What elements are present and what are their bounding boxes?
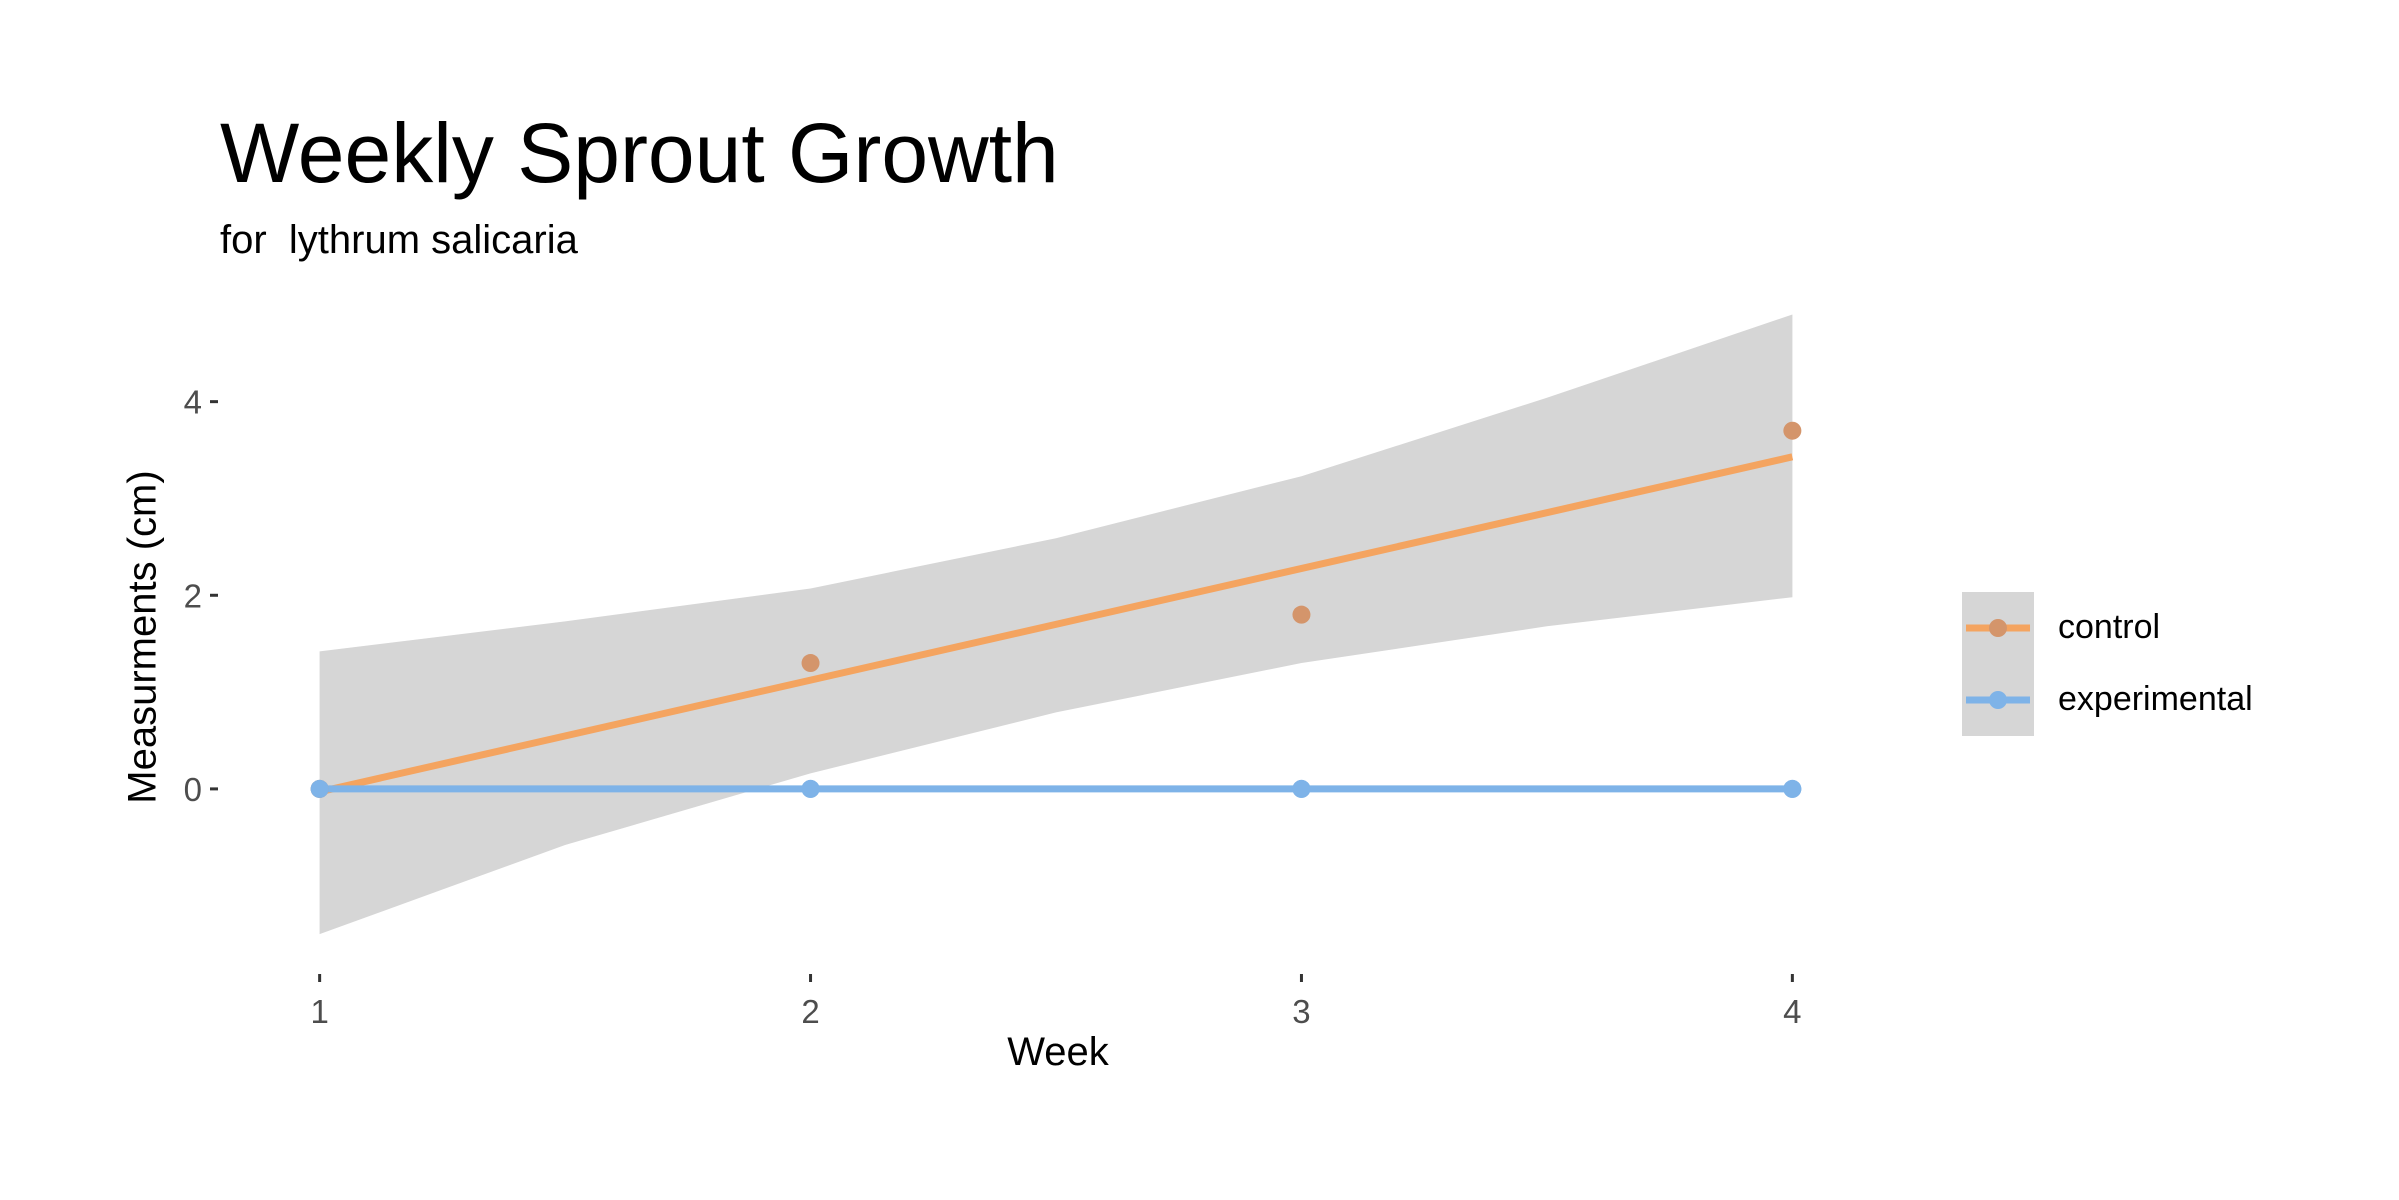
x-tick-label-4: 4 <box>1783 993 1801 1030</box>
legend-label-experimental: experimental <box>2058 680 2253 718</box>
data-point-control-3 <box>1292 605 1311 624</box>
data-point-experimental-2 <box>801 779 820 798</box>
chart-title: Weekly Sprout Growth <box>220 106 1059 200</box>
data-point-control-2 <box>801 654 820 673</box>
y-tick-label-0: 0 <box>184 771 202 808</box>
legend-label-control: control <box>2058 608 2161 646</box>
x-axis: 1 2 3 4 <box>310 974 1802 1030</box>
y-axis: 0 2 4 <box>184 384 218 808</box>
legend-key-point-control <box>1989 619 2007 637</box>
legend-key-point-experimental <box>1989 691 2007 709</box>
y-axis-label: Measurments (cm) <box>120 470 165 804</box>
y-tick-label-4: 4 <box>184 384 202 421</box>
chart-subtitle: for lythrum salicaria <box>220 218 578 262</box>
data-points <box>310 421 1802 798</box>
legend <box>1962 592 2034 736</box>
x-axis-label: Week <box>1007 1030 1109 1074</box>
x-tick-label-3: 3 <box>1292 993 1310 1030</box>
x-tick-label-2: 2 <box>801 993 819 1030</box>
x-tick-label-1: 1 <box>310 993 328 1030</box>
data-point-experimental-4 <box>1783 779 1802 798</box>
data-point-experimental-3 <box>1292 779 1311 798</box>
y-tick-label-2: 2 <box>184 577 202 614</box>
fit-line-control <box>318 453 1794 796</box>
data-point-control-4 <box>1783 421 1802 440</box>
data-point-experimental-1 <box>310 779 329 798</box>
